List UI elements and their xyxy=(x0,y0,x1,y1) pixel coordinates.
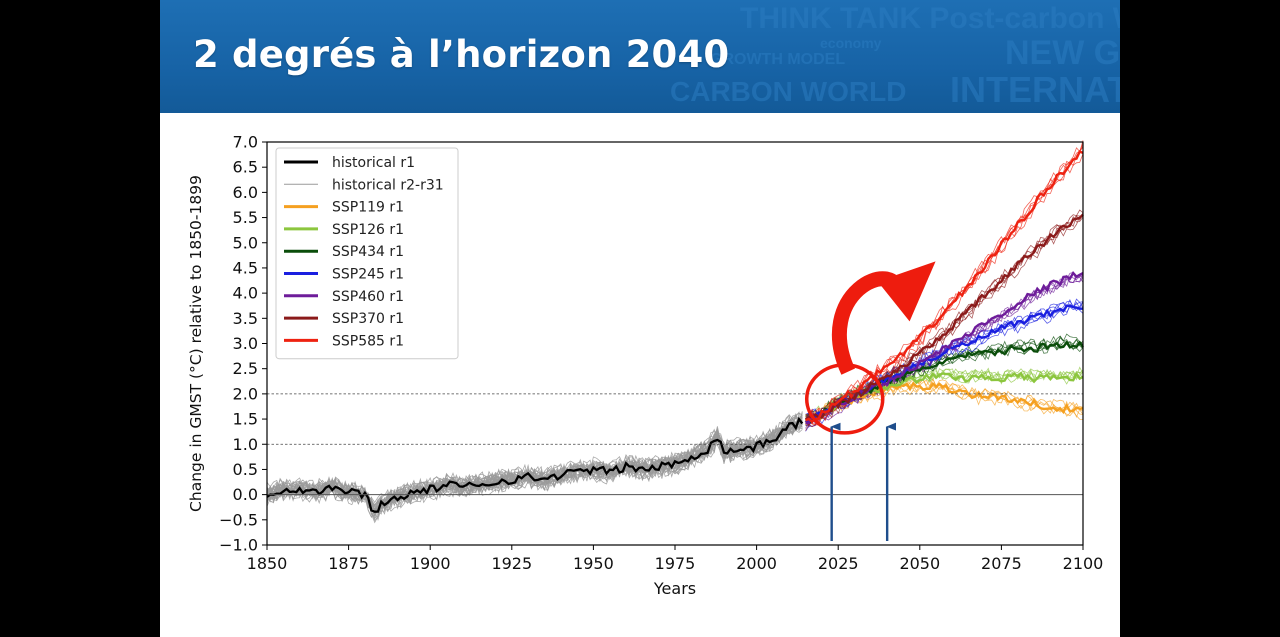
scenario-member-line xyxy=(805,145,1084,421)
y-tick-label: 1.0 xyxy=(233,435,258,454)
annotation-arrowhead xyxy=(877,261,936,322)
banner-watermark: THINK TANK Post-carbon W economy GROWTH … xyxy=(590,0,1120,113)
y-tick-label: 4.5 xyxy=(233,258,258,277)
x-tick-label: 1850 xyxy=(247,554,288,573)
legend-label: SSP460 r1 xyxy=(332,289,404,305)
historical-member-line xyxy=(266,415,803,518)
x-tick-label: 2100 xyxy=(1063,554,1104,573)
x-tick-label: 2050 xyxy=(899,554,940,573)
y-tick-label: 2.0 xyxy=(233,384,258,403)
banner-watermark-line: THINK TANK Post-carbon W xyxy=(740,2,1120,35)
x-tick-label: 2075 xyxy=(981,554,1022,573)
x-tick-label: 1925 xyxy=(491,554,532,573)
y-tick-label: 0.5 xyxy=(233,460,258,479)
x-tick-label: 1950 xyxy=(573,554,614,573)
series-lines xyxy=(266,150,1084,513)
axes: 1850 1875 1900 1925 1950 1975 2000 2025 2050 2075… xyxy=(187,133,1103,599)
y-tick-label: −0.5 xyxy=(219,510,258,529)
scenario-member-line xyxy=(805,146,1084,425)
y-tick-label: 2.5 xyxy=(233,359,258,378)
banner-watermark-line: INTERNATION xyxy=(950,69,1120,110)
y-tick-label: 3.0 xyxy=(233,334,258,353)
legend-label: historical r1 xyxy=(332,155,415,171)
y-tick-label: 4.0 xyxy=(233,284,258,303)
historical-member-line xyxy=(266,414,803,512)
historical-member-line xyxy=(266,420,803,512)
banner-watermark-line: economy xyxy=(820,35,882,51)
slide: THINK TANK Post-carbon W economy GROWTH … xyxy=(160,0,1120,637)
historical-member-line xyxy=(266,419,803,511)
legend-label: SSP119 r1 xyxy=(332,200,404,216)
x-tick-label: 1900 xyxy=(410,554,451,573)
historical-member-line xyxy=(266,415,803,519)
x-tick-label: 1975 xyxy=(655,554,696,573)
historical-member-line xyxy=(266,420,803,515)
banner-watermark-line: CARBON WORLD xyxy=(670,76,907,107)
y-tick-label: 0.0 xyxy=(233,485,258,504)
slide-title: 2 degrés à l’horizon 2040 xyxy=(193,33,730,76)
scenario-member-line xyxy=(805,140,1084,420)
series-line-ssp119-r1 xyxy=(804,381,1084,423)
y-tick-label: 5.5 xyxy=(233,208,258,227)
legend-label: SSP126 r1 xyxy=(332,222,404,238)
gmst-chart: 1850 1875 1900 1925 1950 1975 2000 2025 2050 2075… xyxy=(187,133,1103,599)
reference-lines xyxy=(267,393,1083,496)
title-banner: THINK TANK Post-carbon W economy GROWTH … xyxy=(160,0,1120,113)
series-line-ssp585-r1 xyxy=(805,150,1084,424)
legend-label: SSP434 r1 xyxy=(332,244,404,260)
annotations xyxy=(804,261,936,541)
legend: historical r1 historical r2-r31 SSP119 r1 S… xyxy=(275,147,459,360)
series-line-historical-r1 xyxy=(266,416,804,513)
historical-member-line xyxy=(266,423,803,511)
legend-box xyxy=(275,147,459,360)
banner-watermark-line: NEW GROWT xyxy=(1005,34,1120,72)
y-tick-label: 3.5 xyxy=(233,309,258,328)
scenario-member-line xyxy=(805,333,1084,418)
x-tick-label: 2025 xyxy=(818,554,859,573)
x-axis-label: Years xyxy=(653,579,696,598)
legend-label: SSP370 r1 xyxy=(332,311,404,327)
y-tick-label: 1.5 xyxy=(233,410,258,429)
banner-watermark-line: GROWTH MODEL xyxy=(710,51,846,68)
legend-label: SSP585 r1 xyxy=(332,333,404,349)
legend-label: SSP245 r1 xyxy=(332,267,404,283)
historical-member-line xyxy=(266,412,803,518)
y-tick-label: 6.0 xyxy=(233,183,258,202)
y-tick-label: 5.0 xyxy=(233,233,258,252)
historical-member-line xyxy=(266,419,803,516)
y-axis-label: Change in GMST (°C) relative to 1850-189… xyxy=(187,175,205,512)
legend-label: historical r2-r31 xyxy=(332,177,444,193)
y-tick-label: 7.0 xyxy=(233,133,258,152)
x-tick-label: 2000 xyxy=(736,554,777,573)
scenario-member-line xyxy=(805,143,1084,421)
series-line-ssp460-r1 xyxy=(805,270,1084,425)
historical-member-line xyxy=(266,415,803,517)
x-tick-label: 1875 xyxy=(328,554,369,573)
y-tick-label: 6.5 xyxy=(233,158,258,177)
y-tick-label: −1.0 xyxy=(219,536,258,555)
historical-member-line xyxy=(266,418,803,517)
